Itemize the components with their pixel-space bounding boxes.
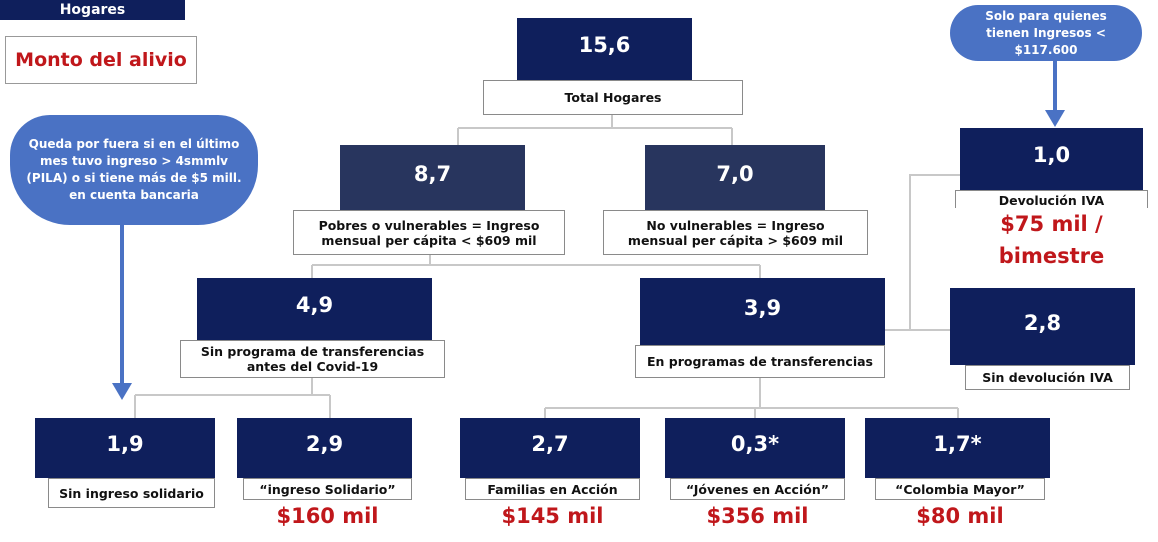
node-label: “ingreso Solidario” xyxy=(243,478,412,500)
node-label: Sin devolución IVA xyxy=(965,365,1130,390)
node-amount: $80 mil xyxy=(870,500,1050,532)
node-label: “Colombia Mayor” xyxy=(875,478,1045,500)
node-value: 1,7* xyxy=(865,418,1050,478)
node-label: Sin ingreso solidario xyxy=(48,478,215,508)
legend-households: Hogares xyxy=(0,0,185,20)
node-label: Total Hogares xyxy=(483,80,743,115)
node-label: Familias en Acción xyxy=(465,478,640,500)
node-label: “Jóvenes en Acción” xyxy=(670,478,845,500)
node-label-line: Pobres o vulnerables = Ingreso xyxy=(318,217,540,233)
node-value: 1,0 xyxy=(960,128,1143,190)
node-value: 15,6 xyxy=(517,18,692,80)
node-label: Pobres o vulnerables = Ingreso mensual pe… xyxy=(293,210,565,255)
node-label-line: En programas de transferencias xyxy=(646,354,873,369)
node-label-line: “ingreso Solidario” xyxy=(259,481,396,497)
node-label-line: mensual per cápita > $609 mil xyxy=(627,232,844,248)
node-label-line: No vulnerables = Ingreso xyxy=(646,217,825,233)
node-label-line: Familias en Acción xyxy=(487,481,618,497)
node-label: No vulnerables = Ingreso mensual per cápi… xyxy=(603,210,868,255)
node-value: 3,9 xyxy=(640,278,885,345)
connector xyxy=(544,378,959,418)
node-label-line: “Colombia Mayor” xyxy=(895,481,1025,497)
node-label-line: Sin devolución IVA xyxy=(982,370,1113,385)
node-value: 0,3* xyxy=(665,418,845,478)
arrow-head xyxy=(112,383,132,400)
node-label-line: antes del Covid-19 xyxy=(246,359,379,374)
legend-relief-amount: Monto del alivio xyxy=(5,36,197,84)
node-amount: $356 mil xyxy=(665,500,850,532)
node-value: 2,7 xyxy=(460,418,640,478)
node-label-line: Sin ingreso solidario xyxy=(59,485,204,501)
node-label: En programas de transferencias xyxy=(635,345,885,378)
connector xyxy=(457,115,733,145)
connector xyxy=(134,378,331,418)
arrow-head xyxy=(1045,110,1065,127)
node-label: Sin programa de transferencias antes del … xyxy=(180,340,445,378)
node-label-line: “Jóvenes en Acción” xyxy=(686,481,829,497)
connector xyxy=(885,174,960,331)
node-label: Devolución IVA xyxy=(955,190,1148,210)
node-amount: $145 mil xyxy=(460,500,645,532)
node-value: 8,7 xyxy=(340,145,525,210)
node-label-line: Devolución IVA xyxy=(998,192,1105,208)
note-bubble: Queda por fuera si en el último mes tuvo… xyxy=(10,115,258,225)
connector xyxy=(311,255,761,278)
node-label-line: Sin programa de transferencias xyxy=(200,344,425,359)
node-amount: $160 mil xyxy=(238,500,417,532)
node-label-line: mensual per cápita < $609 mil xyxy=(321,232,537,248)
node-value: 1,9 xyxy=(35,418,215,478)
node-value: 7,0 xyxy=(645,145,825,210)
node-label-line: Total Hogares xyxy=(564,90,662,105)
node-value: 4,9 xyxy=(197,278,432,340)
node-amount: $75 mil / bimestre xyxy=(950,208,1153,268)
note-bubble: Solo para quienes tienen Ingresos < $117… xyxy=(950,5,1142,61)
node-value: 2,9 xyxy=(237,418,412,478)
node-value: 2,8 xyxy=(950,288,1135,365)
